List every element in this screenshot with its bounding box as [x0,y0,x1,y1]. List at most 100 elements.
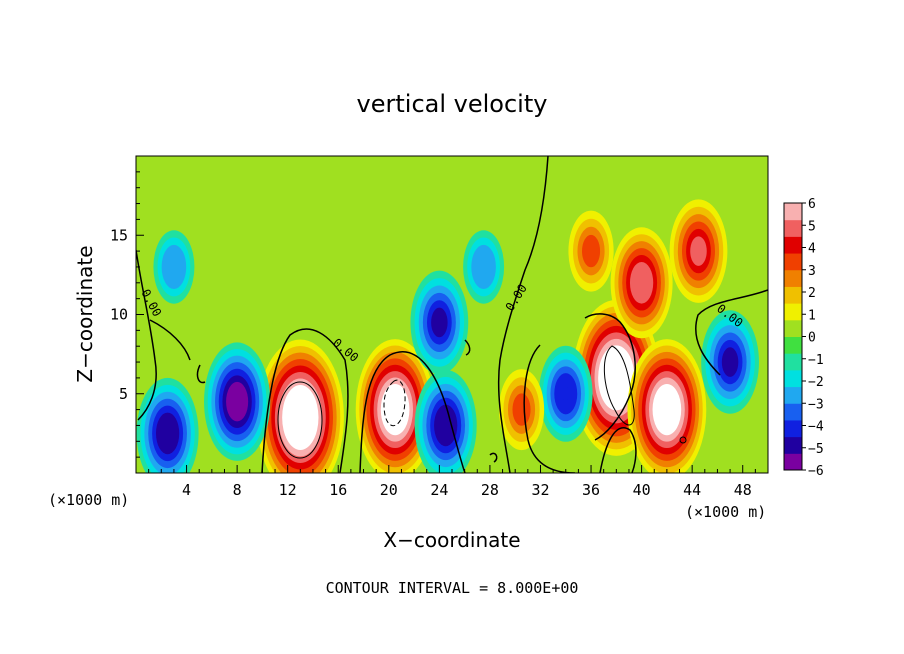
contour-interval-note: CONTOUR INTERVAL = 8.000E+00 [326,579,579,597]
velocity-band [637,275,646,290]
velocity-cell [701,310,759,414]
colorbar-label: −1 [808,353,824,368]
x-tick-label: 48 [734,481,752,499]
velocity-band [435,315,444,330]
velocity-cell [136,377,199,473]
velocity-cell [463,230,505,304]
plot-area: 0.00 0.00 0.00 0.00 4 8 12 16 20 24 28 32 36 40 44… [110,155,769,499]
zero-contour-line [196,364,206,384]
velocity-cell [538,345,593,442]
zero-contour-line [489,452,498,463]
colorbar-swatch [784,219,802,237]
velocity-band [561,386,570,401]
velocity-cell [410,270,469,375]
x-tick-label: 16 [329,481,347,499]
velocity-cell [669,199,728,303]
colorbar-label: 0 [808,331,816,346]
velocity-cell [153,230,195,304]
colorbar-label: 1 [808,308,816,323]
colorbar-label: 3 [808,264,816,279]
velocity-cell [498,369,545,451]
colorbar-swatch [784,419,802,438]
velocity-band [725,354,735,370]
colorbar-label: 2 [808,286,816,301]
y-axis-ticks: 5 10 15 [110,171,144,458]
velocity-cell [627,339,707,473]
x-unit-label-right: (×1000 m) [685,503,766,521]
colorbar-label: −2 [808,375,824,390]
velocity-band [586,243,596,260]
colorbar-swatch [784,403,802,421]
colorbar-swatch [784,436,802,454]
velocity-cell [414,369,477,473]
x-tick-label: 40 [633,481,651,499]
x-tick-label: 4 [182,481,191,499]
colorbar-label: −6 [808,464,824,479]
zero-contour-line [584,313,636,441]
zero-contour-line [523,344,576,473]
positive-contour [277,381,323,459]
colorbar-swatch [784,353,802,371]
colorbar-label: 5 [808,219,816,234]
velocity-band [694,243,703,259]
x-tick-label: 8 [233,481,242,499]
negative-contour [383,379,406,427]
zero-contour-line [695,289,768,376]
y-tick-label: 5 [119,385,128,403]
zero-contour-line [261,328,349,473]
vertical-velocity-field [136,156,768,473]
velocity-band [169,259,179,275]
velocity-cell [204,342,271,461]
zero-contour-line [464,339,471,356]
x-axis-ticks: 4 8 12 16 20 24 28 32 36 40 44 48 [148,465,756,499]
positive-contour [679,436,687,444]
colorbar-swatch [784,203,802,221]
colorbar-swatch [784,236,802,254]
x-tick-label: 44 [683,481,701,499]
colorbar-swatch [784,286,802,304]
colorbar-swatch [784,453,802,471]
colorbar-swatch [784,319,802,337]
velocity-band [163,426,172,441]
colorbar-label: −4 [808,420,824,435]
interior-contours [277,345,687,459]
x-tick-label: 32 [531,481,549,499]
positive-contour [603,345,635,426]
colorbar-label: −5 [808,442,824,457]
zero-contour-line [136,249,157,421]
velocity-band [391,403,399,417]
zero-contour-line [359,351,466,473]
velocity-band [663,403,671,417]
y-axis-label: Z−coordinate [73,245,97,382]
velocity-band [441,418,450,433]
velocity-cell [355,339,435,473]
velocity-band [612,371,620,385]
x-tick-label: 24 [430,481,448,499]
x-tick-label: 12 [279,481,297,499]
x-tick-label: 36 [582,481,600,499]
y-tick-label: 10 [110,306,128,324]
zero-contour-line [599,427,637,473]
x-tick-label: 20 [380,481,398,499]
colorbar: 6 5 4 3 2 1 0 −1 −2 −3 −4 −5 −6 [783,197,824,479]
velocity-cell [568,210,614,292]
x-tick-label: 28 [481,481,499,499]
zero-contours [136,156,768,473]
colorbar-label: 4 [808,242,816,257]
y-tick-label: 15 [110,226,128,244]
colorbar-swatch [784,303,802,321]
colorbar-swatch [784,269,802,287]
velocity-band [296,411,304,425]
x-axis-label: X−coordinate [383,528,520,552]
velocity-cell [610,227,673,339]
velocity-band [233,395,241,409]
colorbar-swatch [784,253,802,271]
colorbar-swatch [784,369,802,388]
colorbar-swatch [784,386,802,404]
colorbar-label: −3 [808,397,824,412]
x-unit-label-left: (×1000 m) [48,491,129,509]
zero-contour-line [149,319,191,361]
velocity-band [479,259,488,275]
chart-title: vertical velocity [357,90,548,118]
